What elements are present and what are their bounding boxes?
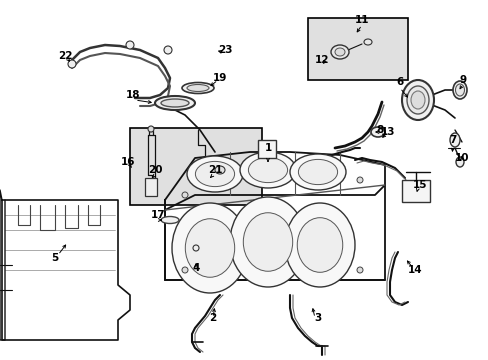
Circle shape	[182, 267, 187, 273]
Text: 7: 7	[448, 135, 456, 145]
Ellipse shape	[452, 81, 466, 99]
Text: 2: 2	[209, 313, 216, 323]
Ellipse shape	[172, 203, 247, 293]
Ellipse shape	[454, 84, 464, 96]
Bar	[145, 178, 157, 196]
Text: 14: 14	[407, 265, 422, 275]
Ellipse shape	[215, 166, 224, 174]
Ellipse shape	[186, 85, 208, 91]
Text: 23: 23	[217, 45, 232, 55]
Text: 17: 17	[150, 210, 165, 220]
Ellipse shape	[401, 80, 433, 120]
Ellipse shape	[186, 156, 243, 192]
Text: 10: 10	[454, 153, 468, 163]
Text: 6: 6	[396, 77, 403, 87]
Ellipse shape	[330, 45, 348, 59]
Text: 4: 4	[192, 263, 199, 273]
Text: 19: 19	[212, 73, 227, 83]
Text: 3: 3	[314, 313, 321, 323]
Text: 15: 15	[412, 180, 427, 190]
Bar	[401, 180, 429, 202]
Ellipse shape	[195, 161, 234, 186]
Ellipse shape	[406, 86, 428, 114]
Bar	[130, 128, 262, 205]
Bar	[258, 140, 275, 158]
Ellipse shape	[161, 216, 179, 224]
Ellipse shape	[155, 96, 195, 110]
Text: 20: 20	[147, 165, 162, 175]
Ellipse shape	[449, 133, 459, 147]
Text: 21: 21	[207, 165, 222, 175]
Circle shape	[148, 126, 154, 132]
Ellipse shape	[370, 127, 384, 137]
Ellipse shape	[297, 218, 342, 272]
Text: 16: 16	[121, 157, 135, 167]
Circle shape	[68, 60, 76, 68]
Ellipse shape	[363, 39, 371, 45]
Ellipse shape	[285, 203, 354, 287]
Ellipse shape	[455, 157, 463, 167]
Text: 9: 9	[459, 75, 466, 85]
Ellipse shape	[410, 91, 424, 109]
Text: 1: 1	[264, 143, 271, 153]
Ellipse shape	[182, 82, 214, 94]
Circle shape	[163, 46, 172, 54]
Ellipse shape	[185, 219, 234, 277]
Ellipse shape	[334, 48, 345, 56]
Text: 18: 18	[125, 90, 140, 100]
Ellipse shape	[248, 157, 287, 183]
Ellipse shape	[240, 152, 295, 188]
Ellipse shape	[161, 99, 189, 107]
Ellipse shape	[298, 159, 337, 185]
Circle shape	[356, 267, 362, 273]
Ellipse shape	[229, 197, 305, 287]
Circle shape	[193, 245, 199, 251]
Circle shape	[356, 177, 362, 183]
Text: 11: 11	[354, 15, 368, 25]
Text: 5: 5	[51, 253, 59, 263]
Circle shape	[182, 192, 187, 198]
Text: 22: 22	[58, 51, 72, 61]
Bar	[307, 18, 407, 80]
Text: 8: 8	[376, 125, 383, 135]
Text: 13: 13	[380, 127, 394, 137]
Ellipse shape	[289, 154, 346, 190]
Text: 12: 12	[314, 55, 328, 65]
Ellipse shape	[243, 213, 292, 271]
Circle shape	[126, 41, 134, 49]
